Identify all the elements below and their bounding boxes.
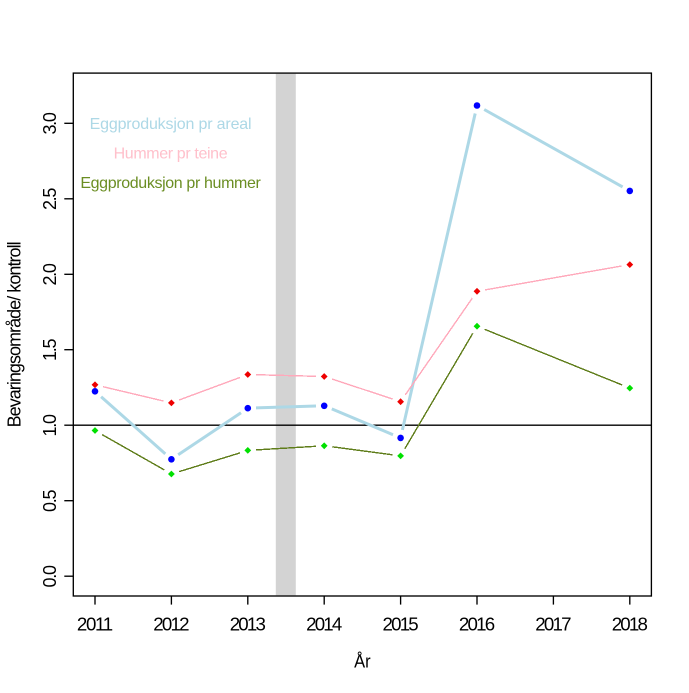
svg-text:2016: 2016: [459, 614, 495, 635]
svg-text:2017: 2017: [535, 614, 571, 635]
svg-text:2013: 2013: [230, 614, 266, 635]
svg-text:2015: 2015: [383, 614, 419, 635]
svg-text:Bevaringsområde/ kontroll: Bevaringsområde/ kontroll: [4, 241, 24, 427]
svg-text:2018: 2018: [612, 614, 648, 635]
svg-text:2.0: 2.0: [40, 263, 60, 286]
svg-text:Eggproduksjon pr areal: Eggproduksjon pr areal: [90, 116, 252, 133]
svg-text:0.0: 0.0: [40, 565, 60, 588]
svg-text:3.0: 3.0: [40, 112, 60, 135]
svg-text:0.5: 0.5: [40, 489, 60, 512]
svg-text:1.0: 1.0: [40, 414, 60, 437]
svg-text:Hummer pr teine: Hummer pr teine: [114, 146, 228, 163]
svg-text:2011: 2011: [77, 614, 113, 635]
svg-text:2014: 2014: [306, 614, 342, 635]
svg-text:2.5: 2.5: [40, 188, 60, 211]
svg-text:År: År: [354, 651, 371, 671]
svg-text:Eggproduksjon pr hummer: Eggproduksjon pr hummer: [80, 175, 261, 192]
svg-text:2012: 2012: [153, 614, 189, 635]
svg-text:1.5: 1.5: [40, 338, 60, 361]
